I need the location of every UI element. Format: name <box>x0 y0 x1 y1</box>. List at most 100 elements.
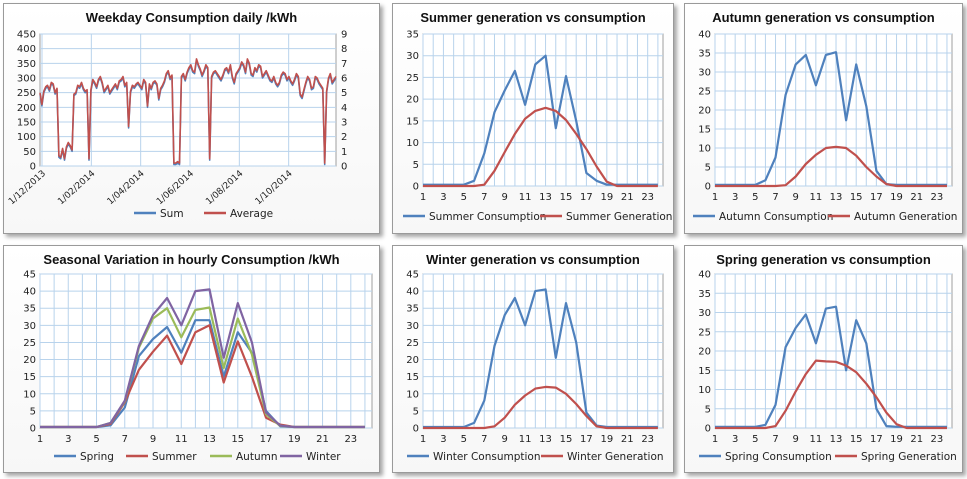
x-tick-label: 21 <box>910 192 923 203</box>
y-tick-label: 25 <box>698 327 711 338</box>
weekday-consumption-chart: 0 50 100 150 200 250 300 350 400 450 0 1 2 3 4 5 6 7 8 9 1/1… <box>7 30 347 221</box>
x-tick-label: 9 <box>792 192 798 203</box>
y-tick-label: 30 <box>698 68 711 79</box>
y-tick-label: 35 <box>698 289 711 300</box>
y2-tick-label: 5 <box>341 88 347 99</box>
y-tick-label: 150 <box>17 118 36 129</box>
y-tick-label: 100 <box>17 132 36 143</box>
panel-winter-chart: Winter generation vs consumption 0 5 10 15 2… <box>392 245 674 473</box>
y-tick-label: 0 <box>30 162 36 173</box>
x-tick-label: 13 <box>203 434 216 445</box>
plot-area <box>422 273 664 429</box>
y-tick-label: 35 <box>406 304 419 315</box>
x-tick-label: 17 <box>580 192 593 203</box>
x-tick-label: 23 <box>344 434 357 445</box>
x-tick-label: 9 <box>792 434 798 445</box>
x-tick-label: 5 <box>752 192 758 203</box>
series-line-winter-generation <box>423 385 658 430</box>
x-tick-label: 17 <box>260 434 273 445</box>
y-tick-label: 450 <box>17 30 36 41</box>
y-tick-label: 25 <box>406 338 419 349</box>
y-tick-label: 5 <box>705 404 711 415</box>
y-tick-label: 250 <box>17 88 36 99</box>
x-tick-label: 1/10/2014 <box>254 169 295 207</box>
y-tick-label: 0 <box>413 182 419 193</box>
y-tick-label: 20 <box>698 106 711 117</box>
x-tick-label: 1 <box>712 192 718 203</box>
chart-title: Autumn generation vs consumption <box>712 10 935 25</box>
chart-title: Summer generation vs consumption <box>420 10 646 25</box>
y-tick-label: 45 <box>406 270 419 281</box>
x-tick-label: 21 <box>316 434 329 445</box>
legend-label: Winter Consumption <box>433 451 541 463</box>
y-tick-label: 20 <box>23 355 36 366</box>
y-tick-label: 35 <box>406 30 419 41</box>
x-tick-label: 19 <box>600 434 613 445</box>
y-tick-label: 350 <box>17 59 36 70</box>
x-tick-label: 11 <box>809 434 822 445</box>
y-tick-label: 25 <box>23 338 36 349</box>
panel-seasonal-variation: Seasonal Variation in hourly Consumption… <box>3 245 380 473</box>
panel-weekday-consumption: Weekday Consumption daily /kWh 0 50 100 150… <box>3 3 380 234</box>
x-tick-label: 9 <box>150 434 156 445</box>
y-tick-label: 5 <box>413 160 419 171</box>
legend-label: Summer Consumption <box>429 211 546 223</box>
legend-label: Spring Generation <box>861 451 957 463</box>
y-tick-label: 35 <box>23 304 36 315</box>
x-tick-label: 11 <box>519 434 532 445</box>
legend-label: Spring Consumption <box>725 451 832 463</box>
x-tick-label: 9 <box>502 434 508 445</box>
chart-title: Weekday Consumption daily /kWh <box>85 10 298 25</box>
y-tick-label: 0 <box>413 424 419 435</box>
y-tick-label: 10 <box>698 144 711 155</box>
x-tick-label: 7 <box>772 434 778 445</box>
y2-tick-label: 9 <box>341 30 347 41</box>
y-tick-label: 5 <box>413 406 419 417</box>
legend-label: Winter Generation <box>567 451 664 463</box>
x-tick-label: 23 <box>931 434 944 445</box>
legend-label: Sum <box>160 208 184 220</box>
x-tick-label: 15 <box>231 434 244 445</box>
chart-title: Seasonal Variation in hourly Consumption… <box>43 252 340 267</box>
chart-title: Winter generation vs consumption <box>426 252 640 267</box>
x-tick-label: 21 <box>621 434 634 445</box>
x-tick-label: 5 <box>461 192 467 203</box>
x-tick-label: 17 <box>870 192 883 203</box>
x-tick-label: 7 <box>772 192 778 203</box>
legend-label: Average <box>230 208 273 220</box>
y-tick-label: 35 <box>698 49 711 60</box>
x-tick-label: 3 <box>440 434 446 445</box>
x-tick-label: 13 <box>539 434 552 445</box>
x-tick-label: 21 <box>910 434 923 445</box>
legend-label: Autumn Generation <box>854 211 957 223</box>
x-tick-label: 1 <box>420 192 426 203</box>
y2-tick-label: 3 <box>341 118 347 129</box>
chart-title: Spring generation vs consumption <box>716 252 931 267</box>
y-tick-label: 40 <box>698 270 711 281</box>
x-tick-label: 7 <box>481 192 487 203</box>
y-tick-label: 25 <box>698 87 711 98</box>
y-tick-label: 10 <box>406 389 419 400</box>
x-tick-label: 7 <box>122 434 128 445</box>
x-tick-label: 17 <box>870 434 883 445</box>
legend-label: Spring <box>80 451 114 463</box>
y-tick-label: 0 <box>705 424 711 435</box>
panel-autumn-chart: Autumn generation vs consumption 0 5 10 15 2… <box>684 3 963 234</box>
y-tick-label: 15 <box>406 372 419 383</box>
y-tick-label: 40 <box>406 287 419 298</box>
legend-label: Summer Generation <box>566 211 672 223</box>
panel-spring-chart: Spring generation vs consumption 0 5 10 15 2… <box>684 245 963 473</box>
y-tick-label: 50 <box>23 147 36 158</box>
y-tick-label: 15 <box>698 366 711 377</box>
series-line-average <box>39 58 337 164</box>
x-tick-label: 3 <box>440 192 446 203</box>
series-line-summer-consumption <box>423 54 658 186</box>
legend-label: Autumn Consumption <box>719 211 833 223</box>
x-tick-label: 3 <box>732 434 738 445</box>
x-tick-label: 1/02/2014 <box>56 169 97 207</box>
y-tick-label: 5 <box>30 406 36 417</box>
